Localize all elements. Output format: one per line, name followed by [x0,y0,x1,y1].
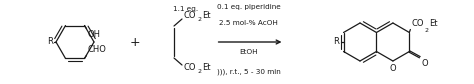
Text: +: + [130,36,140,48]
Text: R: R [47,37,53,47]
Text: R: R [333,37,338,47]
Text: Et: Et [429,19,438,28]
Text: O: O [422,59,428,68]
Text: 2: 2 [424,27,428,33]
Text: 2: 2 [198,17,201,22]
Text: 2.5 mol-% AcOH: 2.5 mol-% AcOH [219,20,278,26]
Text: 0.1 eq. piperidine: 0.1 eq. piperidine [217,4,281,10]
Text: 2: 2 [198,69,201,74]
Text: CO: CO [411,19,424,28]
Text: CO: CO [184,12,197,20]
Text: CHO: CHO [88,45,106,54]
Text: Et: Et [202,64,210,72]
Text: Et: Et [202,12,210,20]
Text: OH: OH [88,30,100,39]
Text: CO: CO [184,64,197,72]
Text: ))), r.t., 5 - 30 min: ))), r.t., 5 - 30 min [217,69,281,75]
Text: EtOH: EtOH [239,49,258,55]
Text: O: O [390,64,396,73]
Text: 1.1 eq.: 1.1 eq. [173,6,199,12]
